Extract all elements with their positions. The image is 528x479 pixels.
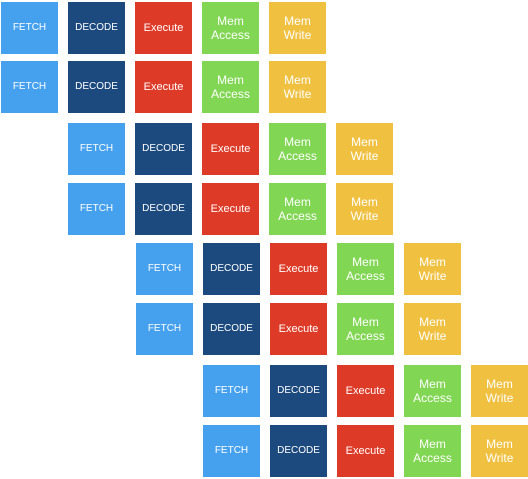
mem-write-stage: Mem Write xyxy=(471,425,528,477)
mem-write-stage: Mem Write xyxy=(404,303,461,355)
fetch-stage: FETCH xyxy=(203,365,260,417)
mem-write-stage: Mem Write xyxy=(269,2,326,54)
mem-access-stage: Mem Access xyxy=(202,61,259,113)
execute-stage: Execute xyxy=(337,365,394,417)
mem-write-stage: Mem Write xyxy=(336,123,393,175)
fetch-stage: FETCH xyxy=(68,123,125,175)
mem-write-stage: Mem Write xyxy=(336,183,393,235)
mem-access-stage: Mem Access xyxy=(404,365,461,417)
decode-stage: DECODE xyxy=(270,365,327,417)
mem-access-stage: Mem Access xyxy=(337,303,394,355)
decode-stage: DECODE xyxy=(203,243,260,295)
decode-stage: DECODE xyxy=(203,303,260,355)
execute-stage: Execute xyxy=(270,243,327,295)
mem-write-stage: Mem Write xyxy=(269,61,326,113)
execute-stage: Execute xyxy=(202,183,259,235)
execute-stage: Execute xyxy=(135,61,192,113)
mem-access-stage: Mem Access xyxy=(337,243,394,295)
fetch-stage: FETCH xyxy=(68,183,125,235)
decode-stage: DECODE xyxy=(135,123,192,175)
decode-stage: DECODE xyxy=(270,425,327,477)
fetch-stage: FETCH xyxy=(203,425,260,477)
mem-access-stage: Mem Access xyxy=(202,2,259,54)
fetch-stage: FETCH xyxy=(1,61,58,113)
decode-stage: DECODE xyxy=(68,61,125,113)
mem-write-stage: Mem Write xyxy=(471,365,528,417)
execute-stage: Execute xyxy=(337,425,394,477)
mem-access-stage: Mem Access xyxy=(269,183,326,235)
decode-stage: DECODE xyxy=(135,183,192,235)
mem-access-stage: Mem Access xyxy=(269,123,326,175)
execute-stage: Execute xyxy=(270,303,327,355)
mem-access-stage: Mem Access xyxy=(404,425,461,477)
execute-stage: Execute xyxy=(135,2,192,54)
fetch-stage: FETCH xyxy=(136,243,193,295)
fetch-stage: FETCH xyxy=(1,2,58,54)
fetch-stage: FETCH xyxy=(136,303,193,355)
mem-write-stage: Mem Write xyxy=(404,243,461,295)
decode-stage: DECODE xyxy=(68,2,125,54)
execute-stage: Execute xyxy=(202,123,259,175)
